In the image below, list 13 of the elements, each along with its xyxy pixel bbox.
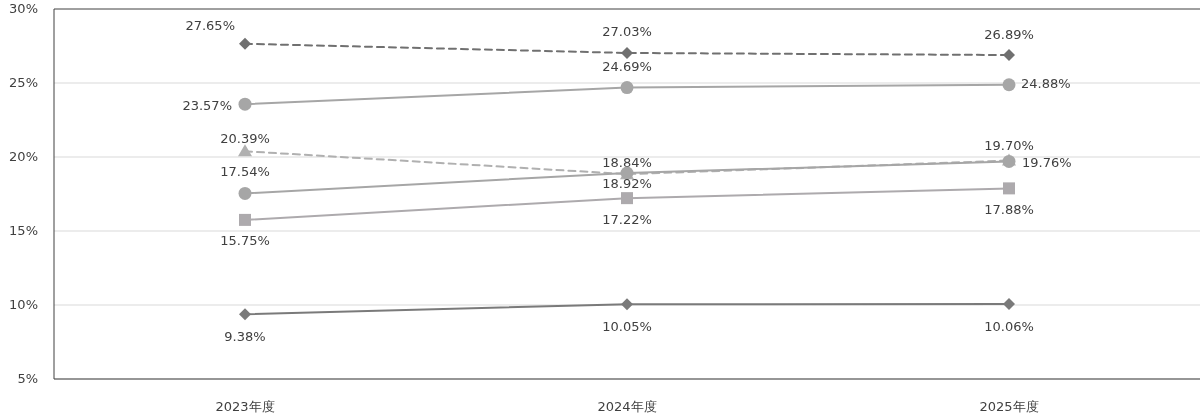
point [238,186,252,200]
point [621,192,633,205]
point [1003,182,1015,195]
point [239,213,251,226]
point [238,97,252,111]
point [239,37,251,50]
point [239,308,251,321]
point [1003,49,1015,62]
point [1003,298,1015,311]
point [621,298,633,311]
point [1002,78,1016,92]
point [621,46,633,59]
point [620,81,634,95]
